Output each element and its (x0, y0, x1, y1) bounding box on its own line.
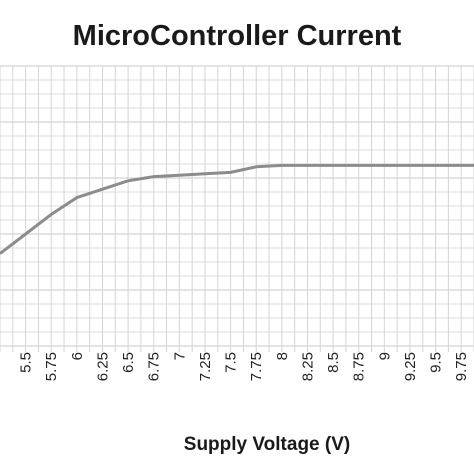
x-tick-label: 7.75 (248, 352, 265, 381)
chart-title: MicroController Current (72, 20, 402, 52)
x-tick-label: 6.5 (120, 352, 137, 373)
x-tick-label: 9.5 (428, 352, 445, 373)
x-tick-label: 8.75 (351, 352, 368, 381)
x-tick-label: 8 (274, 352, 291, 360)
x-tick-label: 9 (376, 352, 393, 360)
x-tick-labels: 5.5 5.75 6 6.25 6.5 6.75 7 7.25 7.5 7.75 8 8.25 8.5 8… (18, 352, 471, 381)
x-tick-label: 8.25 (299, 352, 316, 381)
x-tick-label: 7.5 (223, 352, 240, 373)
x-tick-label: 6.75 (146, 352, 163, 381)
x-tick-label: 6.25 (94, 352, 111, 381)
x-tick-label: 5.75 (43, 352, 60, 381)
x-tick-label: 7 (171, 352, 188, 360)
vertical-gridlines (0, 66, 474, 352)
x-tick-label: 5.5 (18, 352, 35, 373)
x-tick-label: 8.5 (325, 352, 342, 373)
x-axis-label: Supply Voltage (V) (183, 434, 351, 455)
x-tick-label: 7.25 (197, 352, 214, 381)
series-line (0, 163, 474, 255)
x-tick-label: 9.25 (402, 352, 419, 381)
x-tick-label: 6 (69, 352, 86, 360)
x-tick-label: 9.75 (453, 352, 470, 381)
horizontal-gridlines (0, 65, 474, 347)
series-group (0, 163, 474, 255)
